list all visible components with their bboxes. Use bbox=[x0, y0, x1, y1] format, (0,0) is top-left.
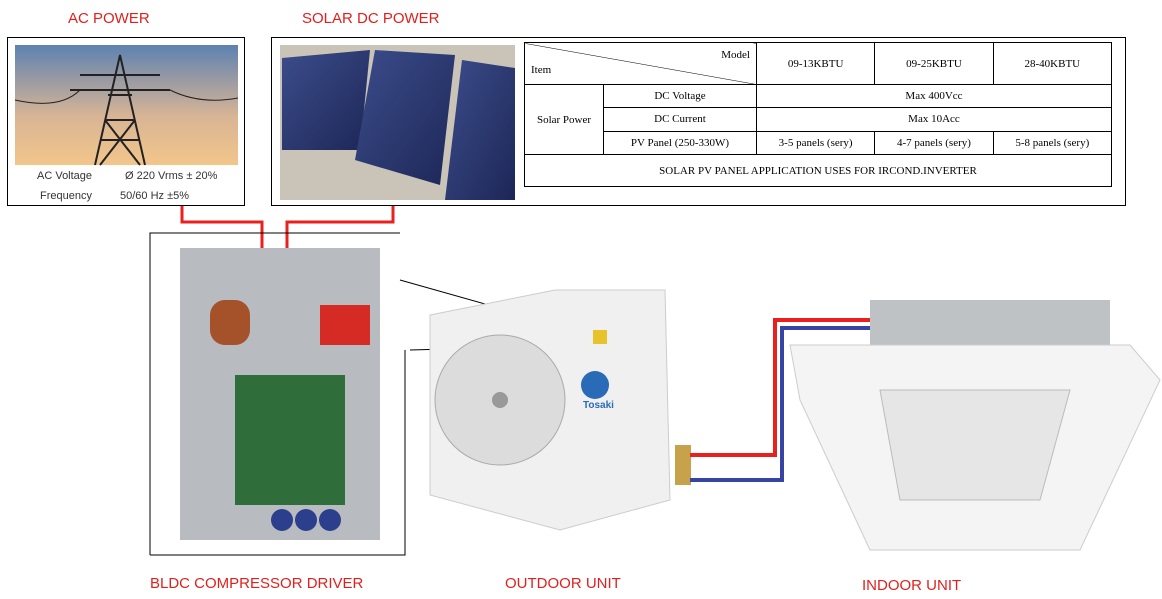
indoor-grille bbox=[880, 390, 1070, 500]
valves bbox=[675, 445, 691, 485]
group: Solar Power bbox=[525, 85, 604, 155]
indoor-body bbox=[870, 300, 1110, 345]
column: 09-25KBTU bbox=[875, 43, 993, 85]
logo bbox=[593, 330, 607, 344]
spec: Frequency bbox=[40, 190, 92, 202]
column: 28-40KBTU bbox=[993, 43, 1111, 85]
page: AC POWER SOLAR DC POWER AC Voltage Ø 220… bbox=[0, 0, 1162, 599]
logo bbox=[581, 371, 609, 399]
spec: 50/60 Hz ±5% bbox=[120, 190, 189, 202]
spec: Ø 220 Vrms ± 20% bbox=[125, 170, 217, 182]
column: 09-13KBTU bbox=[756, 43, 874, 85]
model: Model bbox=[721, 49, 750, 61]
pcb bbox=[235, 375, 345, 505]
cell: 3-5 panels (sery) bbox=[756, 131, 874, 154]
cell: 4-7 panels (sery) bbox=[875, 131, 993, 154]
coil bbox=[210, 300, 250, 345]
brand: Tosaki bbox=[583, 400, 614, 411]
label: INDOOR UNIT bbox=[862, 577, 961, 594]
fan-hub bbox=[492, 392, 508, 408]
row-label: PV Panel (250-330W) bbox=[604, 131, 757, 154]
breaker bbox=[320, 305, 370, 345]
item: Item bbox=[531, 64, 551, 76]
cell: 5-8 panels (sery) bbox=[993, 131, 1111, 154]
capacitor bbox=[295, 509, 317, 531]
spec: AC Voltage bbox=[37, 170, 92, 182]
label: SOLAR DC POWER bbox=[302, 10, 440, 27]
label: BLDC COMPRESSOR DRIVER bbox=[150, 575, 363, 592]
capacitor bbox=[319, 509, 341, 531]
header-cell: Item Model bbox=[525, 43, 757, 85]
footer: SOLAR PV PANEL APPLICATION USES FOR IRCO… bbox=[525, 155, 1112, 187]
cell: Max 10Acc bbox=[756, 108, 1111, 131]
label: AC POWER bbox=[68, 10, 150, 27]
cell: Max 400Vcc bbox=[756, 85, 1111, 108]
capacitor bbox=[271, 509, 293, 531]
label: OUTDOOR UNIT bbox=[505, 575, 621, 592]
row-label: DC Voltage bbox=[604, 85, 757, 108]
row-label: DC Current bbox=[604, 108, 757, 131]
spec-table: Item Model 09-13KBTU 09-25KBTU 28-40KBTU… bbox=[524, 42, 1112, 187]
